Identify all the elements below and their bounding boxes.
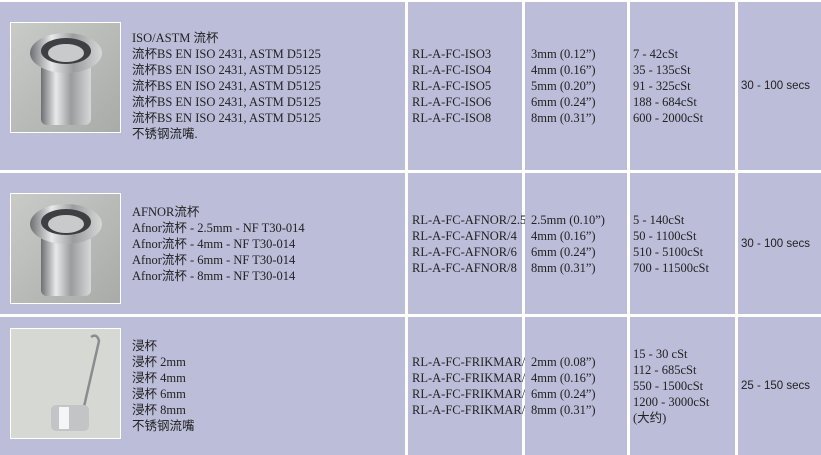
product-description-cell: 浸杯浸杯 2mm 浸杯 4mm 浸杯 6mm 浸杯 8mm 不锈钢流嘴 <box>0 317 405 455</box>
description-line: 浸杯 <box>132 339 158 353</box>
viscosity-line: 35 - 135cSt <box>633 63 691 77</box>
model-cell: RL-A-FC-ISO3 RL-A-FC-ISO4 RL-A-FC-ISO5 RL-A… <box>408 2 522 170</box>
viscosity-line: 5 - 140cSt <box>633 212 685 227</box>
product-description-cell: AFNOR流杯 Afnor流杯 - 2.5mm - NF T30-014 Afnor… <box>0 173 405 314</box>
flow-time-cell: 25 - 150 secs <box>738 317 821 455</box>
product-description: 浸杯浸杯 2mm 浸杯 4mm 浸杯 6mm 浸杯 8mm 不锈钢流嘴 <box>132 338 195 434</box>
viscosity-line: 510 - 5100cSt <box>633 244 704 259</box>
orifice-cell: 2mm (0.08”) 4mm (0.16”) 6mm (0.24”) 8mm (0.… <box>525 317 627 455</box>
viscosity-cell: 7 - 42cSt 35 - 135cSt 91 - 325cSt 188 - 684… <box>630 2 735 170</box>
flow-time: 30 - 100 secs <box>741 237 811 250</box>
model-line: RL-A-FC-FRIKMAR/6 <box>412 387 532 401</box>
model-line: RL-A-FC-ISO6 <box>412 95 492 109</box>
orifice-line: 4mm (0.16”) <box>531 63 596 77</box>
description-line: Afnor流杯 - 2.5mm - NF T30-014 <box>132 220 305 235</box>
viscosity-line: 7 - 42cSt <box>633 47 679 61</box>
description-line: ISO/ASTM 流杯 <box>132 31 219 45</box>
orifice-line: 6mm (0.24”) <box>531 244 596 259</box>
orifice-cell: 2.5mm (0.10”) 4mm (0.16”) 6mm (0.24”) 8mm (… <box>525 173 627 314</box>
model-line: RL-A-FC-FRIKMAR/2 <box>412 355 532 369</box>
orifice-line: 8mm (0.31”) <box>531 111 596 125</box>
viscosity-line: 112 - 685cSt <box>633 363 697 377</box>
model-line: RL-A-FC-AFNOR/6 <box>412 244 517 259</box>
viscosity-cell: 5 - 140cSt 50 - 1100cSt 510 - 5100cSt 700 -… <box>630 173 735 314</box>
model-cell: RL-A-FC-FRIKMAR/2 RL-A-FC-FRIKMAR/4 RL-A-F… <box>408 317 531 455</box>
product-description-cell: ISO/ASTM 流杯流杯BS EN ISO 2431, ASTM D5125 流… <box>0 2 405 170</box>
model-line: RL-A-FC-AFNOR/4 <box>412 228 517 243</box>
orifice-line: 3mm (0.12”) <box>531 47 596 61</box>
model-line: RL-A-FC-ISO8 <box>412 111 492 125</box>
description-line: 浸杯 6mm <box>132 387 186 401</box>
viscosity-line: 15 - 30 cSt <box>633 347 688 361</box>
orifice-line: 6mm (0.24”) <box>531 387 596 401</box>
orifice-line: 2mm (0.08”) <box>531 355 596 369</box>
viscosity-line: 50 - 1100cSt <box>633 228 697 243</box>
dip-cup-photo <box>10 328 121 439</box>
model-line: RL-A-FC-ISO5 <box>412 79 492 93</box>
description-line: 流杯BS EN ISO 2431, ASTM D5125 <box>132 63 321 77</box>
orifice-line: 2.5mm (0.10”) <box>531 212 605 227</box>
description-line: Afnor流杯 - 6mm - NF T30-014 <box>132 252 296 267</box>
viscosity-line: 1200 - 3000cSt <box>633 395 710 409</box>
product-description: ISO/ASTM 流杯流杯BS EN ISO 2431, ASTM D5125 流… <box>132 30 321 142</box>
model-cell: RL-A-FC-AFNOR/2.5 RL-A-FC-AFNOR/4 RL-A-FC-… <box>408 173 526 314</box>
description-line: 浸杯 2mm <box>132 355 186 369</box>
description-line: 流杯BS EN ISO 2431, ASTM D5125 <box>132 111 321 125</box>
afnor-flow-cup-photo <box>10 193 121 304</box>
viscosity-line: 600 - 2000cSt <box>633 111 704 125</box>
description-line: 流杯BS EN ISO 2431, ASTM D5125 <box>132 47 321 61</box>
flow-time-cell: 30 - 100 secs <box>738 173 821 314</box>
description-line: Afnor流杯 - 4mm - NF T30-014 <box>132 236 296 251</box>
orifice-line: 4mm (0.16”) <box>531 371 596 385</box>
description-line: 不锈钢流嘴 <box>132 419 195 433</box>
orifice-line: 6mm (0.24”) <box>531 95 596 109</box>
model-line: RL-A-FC-AFNOR/2.5 <box>412 212 527 227</box>
model-line: RL-A-FC-ISO4 <box>412 63 492 77</box>
description-line: AFNOR流杯 <box>132 204 200 219</box>
flow-time-cell: 30 - 100 secs <box>738 2 821 170</box>
orifice-line: 5mm (0.20”) <box>531 79 596 93</box>
viscosity-line: 91 - 325cSt <box>633 79 691 93</box>
orifice-line: 8mm (0.31”) <box>531 403 596 417</box>
viscosity-cell: 15 - 30 cSt 112 - 685cSt 550 - 1500cSt 1200… <box>630 317 735 455</box>
model-line: RL-A-FC-FRIKMAR/4 <box>412 371 532 385</box>
description-line: 浸杯 4mm <box>132 371 186 385</box>
model-line: RL-A-FC-FRIKMAR/8 <box>412 403 532 417</box>
orifice-cell: 3mm (0.12”) 4mm (0.16”) 5mm (0.20”) 6mm (0.… <box>525 2 627 170</box>
description-line: 不锈钢流嘴. <box>132 127 198 141</box>
description-line: 流杯BS EN ISO 2431, ASTM D5125 <box>132 79 321 93</box>
iso-flow-cup-photo <box>10 22 121 133</box>
viscosity-line: (大约) <box>633 411 667 425</box>
description-line: Afnor流杯 - 8mm - NF T30-014 <box>132 268 296 283</box>
flow-time: 30 - 100 secs <box>741 80 811 92</box>
orifice-line: 4mm (0.16”) <box>531 228 596 243</box>
viscosity-line: 188 - 684cSt <box>633 95 697 109</box>
flow-time: 25 - 150 secs <box>741 380 811 392</box>
description-line: 浸杯 8mm <box>132 403 186 417</box>
model-line: RL-A-FC-ISO3 <box>412 47 492 61</box>
product-description: AFNOR流杯 Afnor流杯 - 2.5mm - NF T30-014 Afnor… <box>132 204 305 284</box>
description-line: 流杯BS EN ISO 2431, ASTM D5125 <box>132 95 321 109</box>
model-line: RL-A-FC-AFNOR/8 <box>412 260 517 275</box>
viscosity-line: 700 - 11500cSt <box>633 260 709 275</box>
orifice-line: 8mm (0.31”) <box>531 260 596 275</box>
viscosity-line: 550 - 1500cSt <box>633 379 704 393</box>
